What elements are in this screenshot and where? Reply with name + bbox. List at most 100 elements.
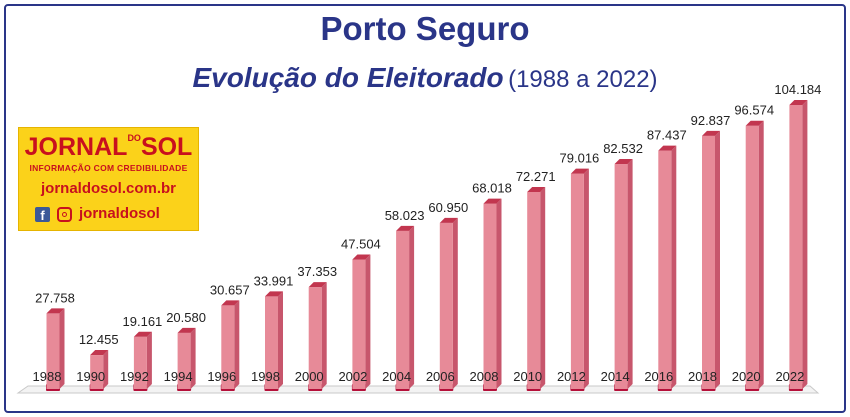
x-tick-label: 1996: [207, 369, 236, 384]
bar-side: [365, 254, 371, 389]
data-label: 37.353: [297, 264, 337, 279]
bar-top: [702, 130, 720, 136]
bar: [308, 287, 322, 389]
bars-group: [46, 100, 808, 391]
bar: [439, 222, 453, 389]
x-tick-label: 2004: [382, 369, 411, 384]
x-tick-label: 2016: [644, 369, 673, 384]
chart-subtitle: Evolução do Eleitorado (1988 a 2022): [0, 62, 850, 94]
x-tick-label: 2002: [338, 369, 367, 384]
bar: [483, 203, 497, 389]
logo-handle: jornaldosol: [79, 205, 160, 222]
bar-side: [146, 331, 152, 389]
data-label: 30.657: [210, 282, 250, 297]
logo-social: f jornaldosol: [35, 205, 195, 225]
logo-brand-left: JORNAL: [24, 133, 128, 161]
bar-top: [177, 327, 196, 333]
data-label: 68.018: [472, 181, 512, 196]
logo-tagline: INFORMAÇÃO COM CREDIBILIDADE: [29, 163, 188, 173]
x-tick-label: 2008: [470, 369, 499, 384]
bar-side: [278, 291, 283, 389]
bar-top: [483, 198, 502, 204]
x-tick-label: 2010: [513, 369, 542, 384]
data-label: 79.016: [560, 151, 600, 166]
bar-top: [614, 159, 633, 165]
bar-side: [452, 217, 458, 389]
data-label: 82.532: [603, 141, 643, 156]
x-tick-label: 2012: [557, 369, 586, 384]
bar-top: [133, 331, 152, 337]
data-label: 58.023: [385, 208, 425, 223]
x-tick-label: 1988: [33, 369, 62, 384]
x-tick-label: 2006: [426, 369, 455, 384]
bar-side: [671, 145, 677, 389]
bar-side: [321, 282, 327, 389]
bar-top: [527, 186, 546, 192]
bar-top: [658, 145, 677, 151]
bar-side: [540, 186, 546, 389]
data-label: 47.504: [341, 237, 381, 252]
instagram-icon: [57, 207, 72, 222]
logo-website: jornaldosol.com.br: [40, 180, 176, 197]
bar: [658, 150, 672, 389]
data-label: 96.574: [734, 103, 774, 118]
x-tick-label: 1998: [251, 369, 280, 384]
bar: [133, 336, 147, 389]
bar: [570, 173, 584, 389]
bar: [46, 313, 60, 389]
data-label: 33.991: [254, 273, 294, 288]
x-tick-label: 2000: [295, 369, 324, 384]
x-tick-label: 2020: [732, 369, 761, 384]
bar: [789, 105, 803, 389]
bar-top: [265, 291, 283, 297]
bar-top: [745, 120, 764, 126]
bar-side: [409, 225, 415, 389]
bar-side: [627, 159, 633, 389]
x-tick-label: 2018: [688, 369, 717, 384]
data-label: 60.950: [428, 200, 468, 215]
bar-side: [59, 308, 65, 389]
chart-title: Porto Seguro: [320, 10, 530, 47]
bar-top: [308, 282, 327, 288]
bar-top: [46, 308, 65, 314]
bar: [177, 332, 191, 389]
bar: [702, 135, 715, 389]
data-label: 87.437: [647, 128, 687, 143]
bar-side: [234, 300, 240, 389]
bar-top: [789, 100, 808, 105]
facebook-icon: f: [35, 207, 50, 223]
bar: [614, 164, 628, 389]
bar: [90, 355, 104, 389]
data-label: 19.161: [123, 314, 163, 329]
x-tick-label: 1990: [76, 369, 105, 384]
bar: [265, 296, 278, 389]
data-label: 72.271: [516, 169, 556, 184]
x-ticks-group: 1988 1990 1992 1994 1996 1998 2000 2002 2004 2006…: [33, 369, 805, 384]
logo-brand: JORNALDOSOL: [19, 133, 198, 162]
bar: [352, 259, 366, 389]
bar-side: [103, 350, 109, 389]
bar: [396, 230, 410, 389]
data-label: 12.455: [79, 332, 119, 347]
bar-top: [439, 217, 458, 223]
bar-side: [758, 120, 764, 390]
subtitle-main: Evolução do Eleitorado: [192, 62, 504, 93]
bar-side: [583, 168, 589, 389]
data-label: 20.580: [166, 310, 206, 325]
x-tick-label: 1994: [164, 369, 193, 384]
logo-brand-small: DO: [127, 133, 141, 143]
logo-brand-right: SOL: [140, 133, 193, 161]
x-tick-label: 1992: [120, 369, 149, 384]
bar-side: [802, 100, 808, 389]
x-tick-label: 2022: [775, 369, 804, 384]
bar-side: [715, 130, 720, 389]
bar: [527, 191, 541, 389]
x-tick-label: 2014: [601, 369, 630, 384]
bar-top: [396, 225, 415, 231]
bar: [221, 305, 235, 389]
data-label: 92.837: [691, 113, 731, 128]
bar-side: [190, 327, 196, 389]
subtitle-range: (1988 a 2022): [508, 66, 658, 93]
bar-top: [221, 300, 240, 306]
